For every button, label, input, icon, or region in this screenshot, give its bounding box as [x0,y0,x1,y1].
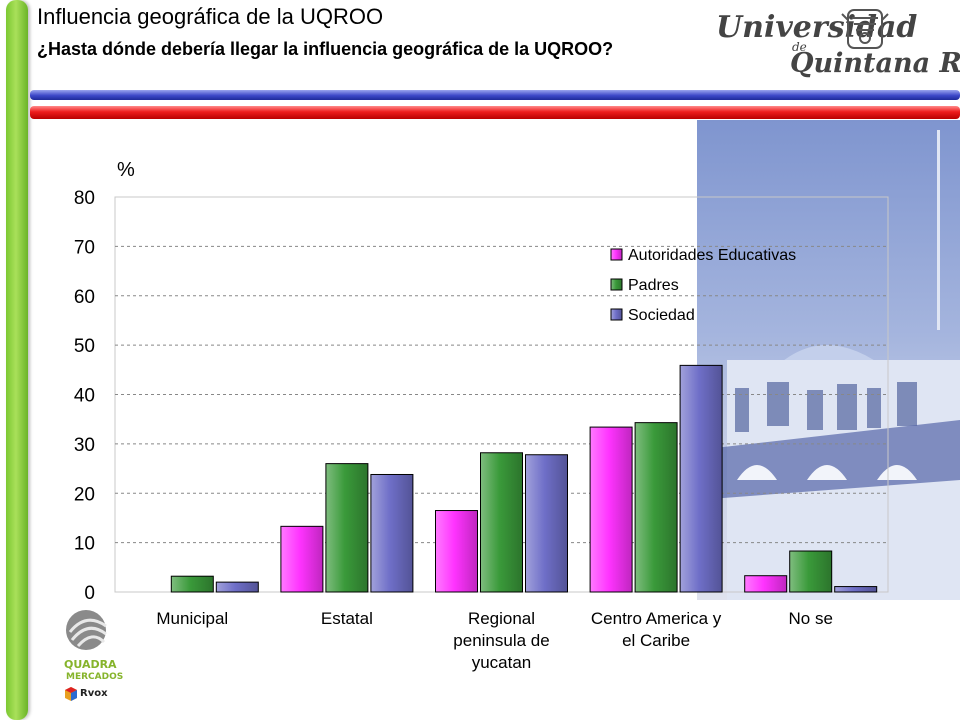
y-tick-label: 30 [74,435,95,456]
bar [215,581,259,593]
logo-line-1: Universidad [716,10,918,45]
y-tick-label: 20 [74,484,95,505]
logo-line-2: de [792,40,807,54]
building-photo [697,120,960,600]
x-tick-label: Regional [468,609,535,628]
y-tick-label: 10 [74,534,95,555]
building-illustration [697,130,960,600]
bar [679,364,723,593]
bar [744,575,788,593]
bar [280,525,324,593]
slide-title: Influencia geográfica de la UQROO [37,4,384,29]
brand-line-3: Rvox [80,688,108,699]
x-tick-label: Estatal [321,609,373,628]
bar [525,454,568,593]
cube-icon [65,687,77,701]
bar [789,550,833,593]
legend-label: Sociedad [628,307,695,324]
header-stripe-red [30,106,960,119]
brand-line-2: MERCADOS [66,672,124,682]
bar [834,586,878,593]
y-axis-unit: % [117,159,135,181]
brand-line-1: QUADRA [64,658,117,671]
legend-label: Autoridades Educativas [628,247,796,264]
quadra-mercados-logo: QUADRA MERCADOS Rvox [58,608,123,708]
legend-swatch [610,248,623,261]
globe-icon [66,610,107,650]
y-tick-label: 80 [74,188,95,209]
bar [634,422,678,593]
x-tick-label: peninsula de [453,631,549,650]
x-tick-label: el Caribe [622,631,690,650]
bar [170,575,214,593]
slide-subtitle: ¿Hasta dónde debería llegar la influenci… [37,39,614,59]
bar [480,452,523,593]
x-tick-label: yucatan [472,653,532,672]
header-stripe-blue [30,90,960,100]
bar [435,510,478,593]
legend-label: Padres [628,277,679,294]
university-logo: Universidad de Quintana Roo [712,2,960,86]
legend-swatch [610,308,623,321]
legend-swatch [610,278,623,291]
university-seal-icon [841,9,889,49]
y-tick-label: 60 [74,287,95,308]
x-tick-label: Centro America y [591,609,722,628]
x-tick-label: No se [788,609,832,628]
y-tick-label: 0 [84,583,95,604]
logo-line-3: Quintana Roo [790,48,960,79]
x-tick-label: Municipal [156,609,228,628]
y-tick-label: 70 [74,237,95,258]
y-tick-label: 50 [74,336,95,357]
bar [589,426,633,593]
y-tick-label: 40 [74,386,95,407]
left-accent-bar [6,0,28,720]
bar [325,463,369,593]
bar [370,473,414,593]
